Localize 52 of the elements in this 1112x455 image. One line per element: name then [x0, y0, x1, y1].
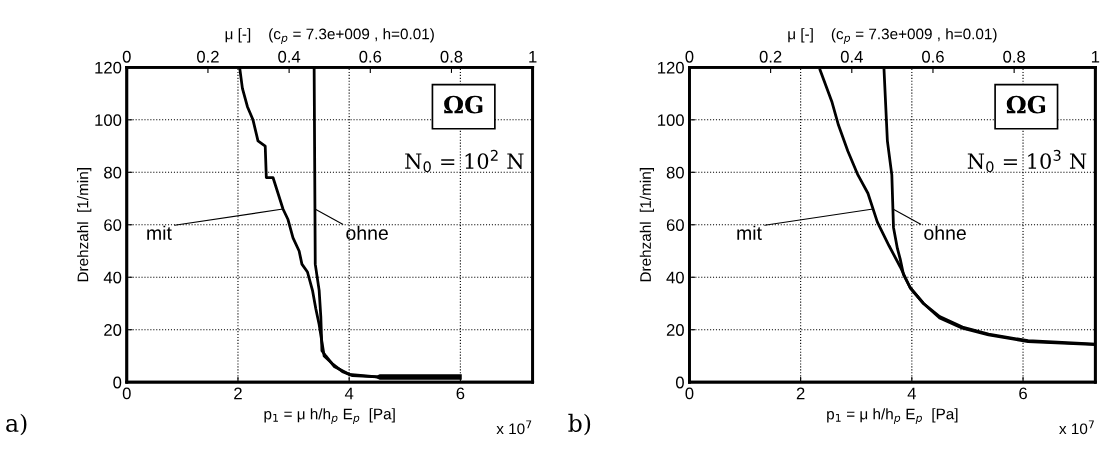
y-tick-label: 80: [104, 166, 122, 179]
x-tick-label: 2: [796, 387, 805, 400]
x2-axis-title: μ [-] (c$_{p}$ = 7.3e+009 , h=0.01): [225, 28, 434, 44]
legend-label: ohne: [924, 225, 966, 240]
x-tick-label: 0: [122, 387, 131, 400]
x-tick-label: 0: [685, 387, 694, 400]
legend-label: ohne: [346, 225, 388, 240]
y-tick-label: 100: [95, 114, 122, 127]
x2-axis-title: μ [-] (c$_{p}$ = 7.3e+009 , h=0.01): [788, 28, 997, 44]
x2-tick-label: 0.6: [922, 50, 944, 63]
text: mit: [737, 225, 762, 240]
x2-tick-label: 1: [1091, 51, 1100, 63]
y-tick-label: 100: [658, 114, 684, 127]
y-tick-label: 20: [666, 324, 684, 336]
x2-tick-label: 1: [529, 51, 537, 63]
text: b): [568, 413, 591, 436]
x2-tick-label: 0.2: [197, 50, 219, 63]
x2-tick-label: 0.2: [759, 50, 782, 63]
annotation: ΩG: [1006, 95, 1046, 114]
y-axis-title: Drehzahl [1/min]: [639, 168, 654, 282]
x2-tick-label: 0.8: [440, 50, 463, 63]
y-tick-label: 20: [104, 324, 122, 336]
text: x 10$^{7}$: [1059, 420, 1094, 435]
text: a): [6, 413, 27, 436]
y-tick-label: 120: [95, 61, 122, 74]
x2-tick-label: 0.6: [359, 50, 382, 63]
y-tick-label: 40: [666, 271, 684, 284]
x2-tick-label: 0: [122, 50, 131, 63]
x-tick-label: 2: [234, 387, 242, 400]
annotation: N$_{0}$ = 10$^{2}$ N: [405, 149, 524, 173]
annotation: ΩG: [444, 95, 483, 114]
x-tick-label: 4: [344, 387, 354, 400]
text: mit: [147, 225, 172, 240]
y-axis-title: Drehzahl [1/min]: [77, 168, 92, 282]
y-tick-label: 0: [675, 376, 684, 389]
y-tick-label: 60: [666, 219, 684, 231]
x-axis-title: p$_{1}$ = μ h/h$_{p}$ E$_{p}$ [Pa]: [264, 408, 395, 424]
x2-tick-label: 0: [685, 50, 694, 63]
x-tick-label: 6: [1019, 387, 1027, 400]
x-tick-label: 4: [907, 387, 916, 400]
text: x 10$^{7}$: [496, 420, 532, 435]
y-tick-label: 80: [666, 166, 684, 179]
y-tick-label: 0: [113, 376, 122, 389]
x2-tick-label: 0.8: [1003, 50, 1025, 63]
x-axis-title: p$_{1}$ = μ h/h$_{p}$ E$_{p}$ [Pa]: [827, 408, 958, 424]
y-tick-label: 60: [104, 219, 122, 231]
y-tick-label: 40: [103, 271, 122, 284]
x2-tick-label: 0.4: [840, 50, 863, 63]
annotation: N$_{0}$ = 10$^{3}$ N: [967, 149, 1087, 173]
x-tick-label: 6: [456, 387, 465, 400]
y-tick-label: 120: [658, 61, 684, 74]
x2-tick-label: 0.4: [278, 50, 301, 63]
